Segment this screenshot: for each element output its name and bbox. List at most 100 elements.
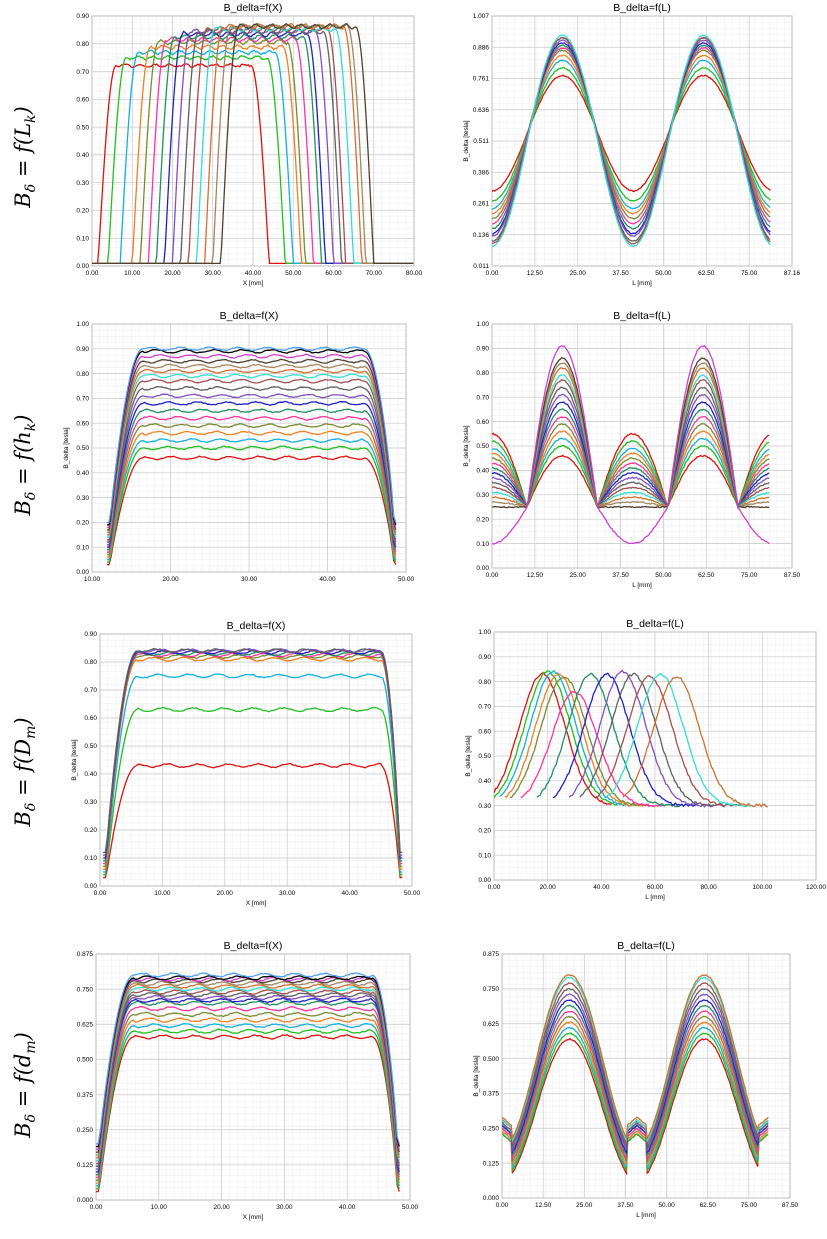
series-line: [107, 348, 397, 526]
series-line: [492, 422, 770, 509]
y-tick-label: 0.90: [478, 654, 491, 661]
y-tick-label: 0.40: [478, 778, 491, 785]
series-line: [96, 1022, 400, 1187]
y-tick-label: 0.500: [483, 1056, 500, 1063]
y-tick-label: 0.250: [77, 1127, 94, 1134]
series-line: [492, 54, 771, 215]
y-tick-label: 0.500: [77, 1057, 94, 1064]
series-line: [492, 356, 770, 509]
series-line: [492, 437, 770, 510]
y-tick-label: 0.875: [77, 951, 94, 958]
series-line: [103, 673, 403, 873]
y-tick-label: 0.875: [483, 951, 500, 958]
series-group: [103, 647, 403, 879]
y-axis-label: B_delta [tesla]: [465, 735, 472, 776]
series-line: [492, 401, 770, 510]
x-tick-label: 20.00: [162, 576, 179, 583]
y-tick-label: 0.30: [76, 495, 89, 502]
x-axis-label: L [mm]: [645, 894, 665, 901]
series-line: [494, 672, 612, 806]
x-tick-label: 62.50: [698, 572, 715, 579]
y-axis-label: B_delta [tesla]: [463, 425, 470, 466]
y-tick-label: 0.50: [76, 445, 89, 452]
y-axis-label: B_delta [tesla]: [473, 1055, 480, 1096]
series-line: [107, 378, 397, 541]
y-tick-label: 0.261: [473, 201, 490, 208]
series-line: [492, 59, 771, 210]
series-line: [502, 1032, 769, 1173]
x-tick-label: 70.00: [366, 270, 383, 277]
x-tick-label: 12.50: [527, 572, 544, 579]
x-tick-label: 40.00: [245, 270, 262, 277]
x-axis-label: L [mm]: [636, 1212, 656, 1219]
y-tick-label: 0.30: [84, 799, 97, 806]
series-group: [492, 34, 771, 248]
x-tick-label: 40.00: [593, 884, 610, 891]
series-line: [96, 975, 400, 1148]
row-label: Bδ = f(dm): [11, 1032, 39, 1139]
y-tick-label: 0.00: [84, 883, 97, 890]
y-tick-label: 0.80: [478, 679, 491, 686]
y-tick-label: 1.007: [473, 13, 490, 20]
series-line: [107, 373, 397, 538]
series-line: [492, 386, 770, 509]
charts: B_delta=f(X)0.00 10.00 20.00 30.00 40.00 50.0…: [63, 2, 826, 1221]
y-tick-label: 0.20: [76, 520, 89, 527]
chart-r4-l: B_delta=f(L) 0.00 12.50 25.00 37.50 50.00 62.5…: [473, 940, 799, 1219]
y-tick-label: 0.750: [77, 986, 94, 993]
series-line: [107, 363, 397, 533]
series-group: [96, 972, 400, 1193]
y-tick-label: 0.70: [76, 396, 89, 403]
series-line: [595, 675, 741, 807]
series-line: [492, 415, 770, 510]
y-tick-label: 0.60: [476, 419, 489, 426]
y-tick-label: 0.000: [483, 1195, 500, 1202]
chart-title: B_delta=f(L): [613, 2, 671, 14]
x-tick-label: 0.00: [486, 270, 499, 277]
x-tick-label: 30.00: [205, 270, 222, 277]
y-axis-label: B_delta [tesla]: [63, 427, 70, 468]
chart-title: B_delta=f(X): [227, 620, 286, 632]
series-line: [107, 455, 397, 566]
x-tick-label: 25.00: [570, 572, 587, 579]
y-tick-label: 1.00: [478, 629, 491, 636]
y-tick-label: 0.40: [76, 152, 89, 159]
series-line: [606, 673, 753, 808]
x-tick-label: 30.00: [276, 1204, 293, 1211]
series-line: [96, 983, 400, 1159]
series-line: [96, 994, 400, 1170]
x-tick-label: 75.00: [741, 270, 758, 277]
x-tick-label: 62.50: [698, 270, 715, 277]
y-tick-label: 0.60: [76, 97, 89, 104]
x-tick-label: 0.00: [90, 1204, 103, 1211]
row-labels: Bδ = f(Lk) Bδ = f(hk) Bδ = f(Dm) Bδ = f(dm): [11, 106, 39, 1139]
series-line: [502, 1021, 769, 1167]
y-tick-label: 0.40: [76, 470, 89, 477]
x-tick-label: 80.00: [406, 270, 423, 277]
y-tick-label: 0.750: [483, 986, 500, 993]
x-tick-label: 0.00: [486, 572, 499, 579]
series-line: [492, 430, 770, 510]
series-line: [96, 980, 400, 1156]
x-tick-label: 120.00: [806, 884, 826, 891]
y-tick-label: 0.50: [84, 743, 97, 750]
y-tick-label: 0.00: [76, 263, 89, 270]
series-group: [502, 974, 769, 1176]
x-axis-label: L [mm]: [632, 582, 652, 589]
x-axis-label: L [mm]: [632, 280, 652, 287]
y-tick-label: 0.90: [476, 346, 489, 353]
y-tick-label: 0.90: [84, 631, 97, 638]
x-tick-label: 80.00: [701, 884, 718, 891]
y-tick-label: 0.000: [77, 1197, 94, 1204]
x-axis-label: X [mm]: [246, 900, 267, 907]
x-tick-label: 40.00: [319, 576, 336, 583]
x-tick-label: 87.50: [782, 1202, 799, 1209]
series-line: [622, 676, 768, 808]
chart-r2-l: B_delta=f(L) 0.00 12.50 25.00 37.50 50.00 62.5…: [463, 310, 801, 589]
series-group: [492, 344, 770, 545]
x-tick-label: 20.00: [213, 1204, 230, 1211]
x-tick-label: 20.00: [540, 884, 557, 891]
series-line: [96, 989, 400, 1165]
x-tick-label: 75.00: [741, 1202, 758, 1209]
